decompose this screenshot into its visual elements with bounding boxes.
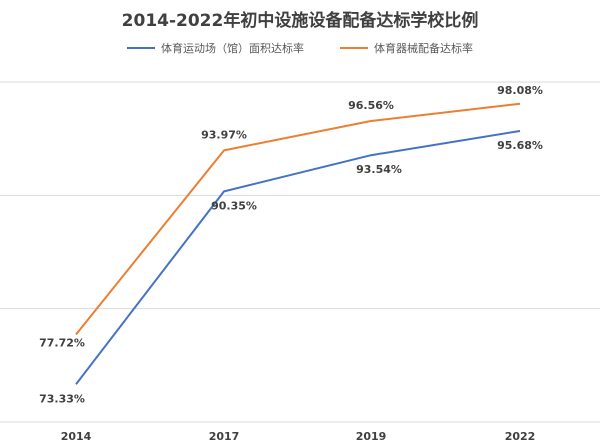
data-label-0-3: 95.68%	[497, 139, 543, 152]
series-line-1	[75, 102, 521, 336]
legend-swatch-sports-field	[127, 47, 155, 49]
x-tick-label-2017: 2017	[209, 430, 240, 443]
data-label-0-1: 90.35%	[211, 199, 257, 212]
data-label-1-2: 96.56%	[348, 99, 394, 112]
data-label-1-3: 98.08%	[497, 84, 543, 97]
legend-label-sports-field: 体育运动场（馆）面积达标率	[161, 42, 304, 55]
x-tick-label-2019: 2019	[356, 430, 387, 443]
x-tick-label-2014: 2014	[61, 430, 92, 443]
data-label-0-0: 73.33%	[39, 392, 85, 405]
legend-item-equipment: 体育器械配备达标率	[340, 40, 473, 56]
legend-item-sports-field: 体育运动场（馆）面积达标率	[127, 40, 304, 56]
x-tick-label-2022: 2022	[505, 430, 536, 443]
legend-label-equipment: 体育器械配备达标率	[374, 42, 473, 55]
legend: 体育运动场（馆）面积达标率 体育器械配备达标率	[0, 40, 600, 56]
data-label-1-0: 77.72%	[39, 337, 85, 350]
data-label-0-2: 93.54%	[356, 163, 402, 176]
chart-title: 2014-2022年初中设施设备配备达标学校比例	[121, 11, 479, 31]
data-label-1-1: 93.97%	[201, 128, 247, 141]
legend-swatch-equipment	[340, 47, 368, 49]
series-line-0	[75, 129, 521, 385]
